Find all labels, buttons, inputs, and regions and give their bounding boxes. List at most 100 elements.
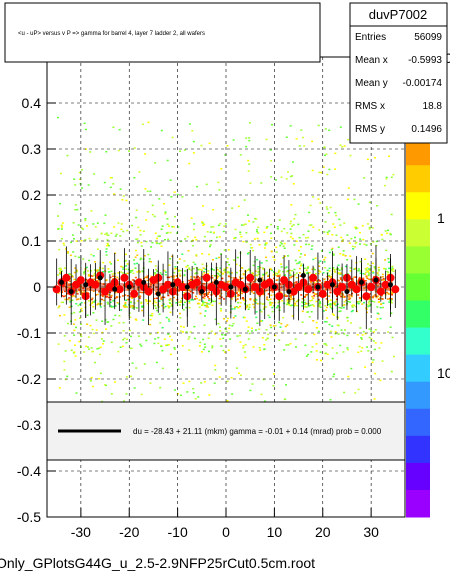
density-cell xyxy=(173,271,176,274)
density-cell xyxy=(289,125,292,127)
density-cell xyxy=(195,272,198,274)
density-cell xyxy=(325,206,328,208)
density-cell xyxy=(57,274,60,276)
density-cell xyxy=(373,267,376,269)
density-cell xyxy=(168,264,171,266)
density-cell xyxy=(282,270,284,273)
density-cell xyxy=(316,280,319,283)
density-cell xyxy=(156,270,159,272)
density-cell xyxy=(184,270,187,272)
density-cell xyxy=(298,267,301,270)
density-cell xyxy=(62,301,64,304)
density-cell xyxy=(267,333,270,336)
density-cell xyxy=(364,280,367,282)
density-cell xyxy=(167,306,170,309)
density-cell xyxy=(334,152,337,155)
density-cell xyxy=(351,279,354,281)
density-cell xyxy=(332,254,335,256)
density-cell xyxy=(153,342,156,345)
density-cell xyxy=(311,245,314,247)
density-cell xyxy=(290,298,293,300)
density-cell xyxy=(302,233,305,236)
density-cell xyxy=(245,145,248,148)
density-cell xyxy=(118,303,121,305)
density-cell xyxy=(141,123,144,126)
density-cell xyxy=(215,277,218,280)
data-point-black xyxy=(271,284,277,290)
density-cell xyxy=(284,267,287,269)
density-cell xyxy=(246,253,249,255)
stats-value: -0.00174 xyxy=(403,78,443,89)
density-cell xyxy=(201,304,204,306)
density-cell xyxy=(361,225,364,227)
density-cell xyxy=(208,350,210,353)
color-scale-cell xyxy=(406,408,430,437)
density-cell xyxy=(180,300,182,302)
density-cell xyxy=(248,122,251,124)
density-cell xyxy=(185,306,188,309)
density-cell xyxy=(315,321,318,324)
density-cell xyxy=(321,250,323,252)
density-cell xyxy=(291,275,294,278)
density-cell xyxy=(100,232,103,235)
density-cell xyxy=(209,301,212,304)
density-cell xyxy=(257,266,260,268)
density-cell xyxy=(331,357,334,360)
fit-legend: du = -28.43 + 21.11 (mkm) gamma = -0.01 … xyxy=(46,401,406,461)
density-cell xyxy=(237,307,240,309)
density-cell xyxy=(57,228,60,230)
density-cell xyxy=(369,264,372,267)
density-cell xyxy=(234,315,237,317)
density-cell xyxy=(125,265,128,267)
density-cell xyxy=(337,264,340,266)
density-cell xyxy=(275,279,278,281)
density-cell xyxy=(68,280,71,282)
density-cell xyxy=(294,273,297,276)
density-cell xyxy=(283,227,286,230)
density-cell xyxy=(290,232,293,235)
density-cell xyxy=(278,269,281,271)
density-cell xyxy=(122,400,125,402)
density-cell xyxy=(91,328,94,331)
density-cell xyxy=(393,355,395,358)
density-cell xyxy=(183,260,186,262)
data-point-black xyxy=(97,275,103,281)
density-cell xyxy=(253,238,256,240)
density-cell xyxy=(344,255,347,257)
density-cell xyxy=(301,321,304,323)
density-cell xyxy=(183,292,186,294)
y-tick-label: -0.3 xyxy=(17,417,41,433)
density-cell xyxy=(98,279,101,281)
density-cell xyxy=(309,300,312,302)
density-cell xyxy=(109,301,112,303)
color-scale-cell xyxy=(406,354,430,383)
density-cell xyxy=(144,153,147,155)
density-cell xyxy=(362,238,365,241)
density-cell xyxy=(315,350,318,352)
density-cell xyxy=(343,304,346,306)
density-cell xyxy=(194,398,197,400)
density-cell xyxy=(329,291,332,294)
density-cell xyxy=(351,288,354,291)
stats-label: Entries xyxy=(355,32,386,43)
density-cell xyxy=(240,236,243,238)
density-cell xyxy=(311,346,314,348)
density-cell xyxy=(323,278,326,280)
density-cell xyxy=(92,312,95,314)
density-cell xyxy=(77,256,80,259)
density-cell xyxy=(248,304,251,306)
density-cell xyxy=(263,348,266,351)
density-cell xyxy=(185,331,188,333)
y-tick-label: -0.1 xyxy=(17,325,41,341)
density-cell xyxy=(279,286,282,289)
density-cell xyxy=(167,318,170,320)
density-cell xyxy=(299,275,302,277)
density-cell xyxy=(63,360,66,363)
density-cell xyxy=(265,227,268,229)
density-cell xyxy=(262,293,265,296)
density-cell xyxy=(156,309,159,312)
density-cell xyxy=(110,325,113,327)
density-cell xyxy=(140,245,143,247)
density-cell xyxy=(282,257,284,259)
density-cell xyxy=(106,234,109,236)
